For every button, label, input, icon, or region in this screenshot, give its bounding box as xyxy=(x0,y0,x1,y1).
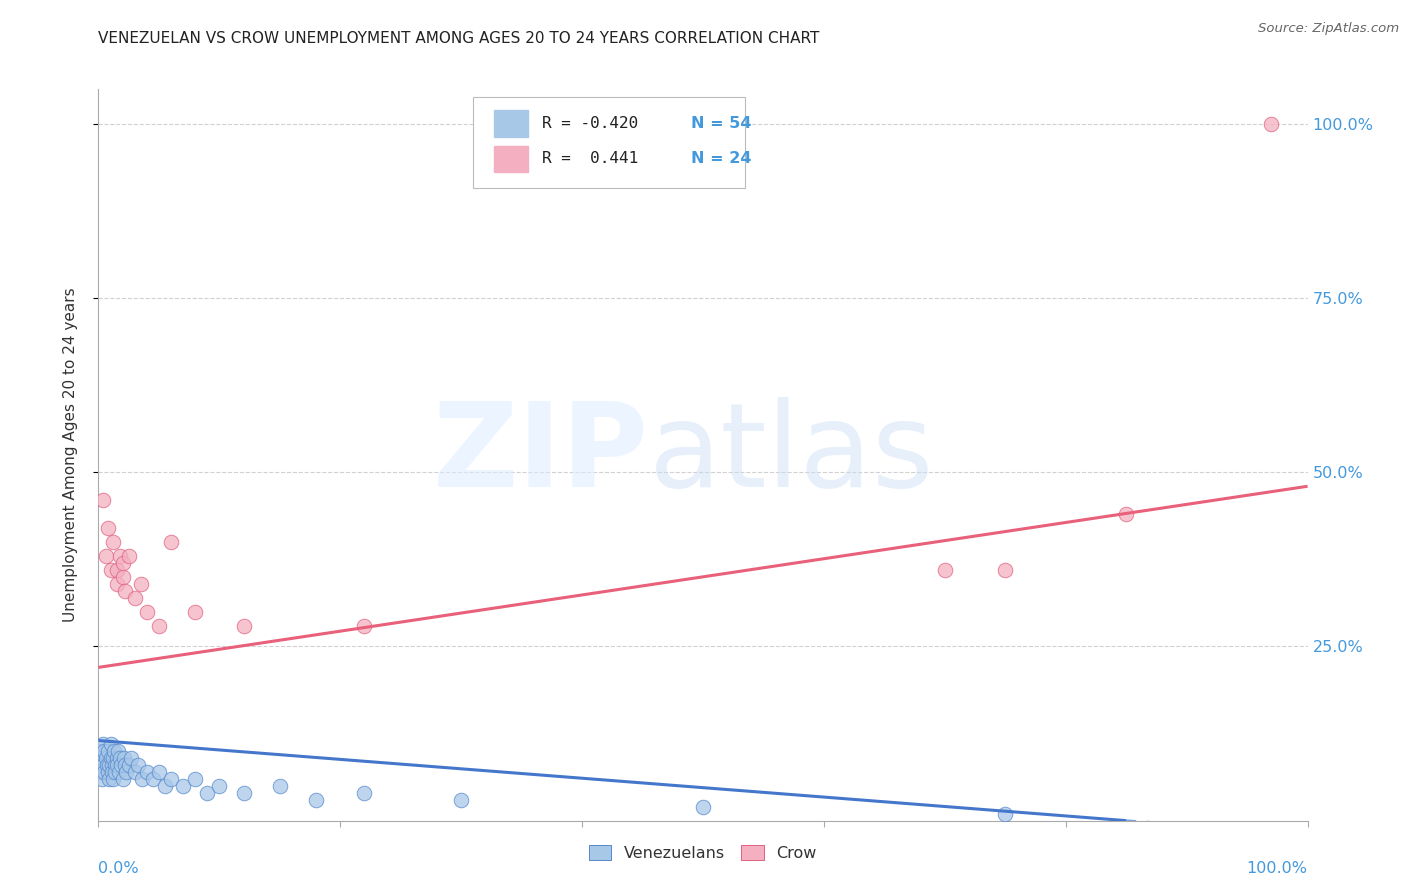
Point xyxy=(108,764,131,779)
Point xyxy=(129,576,152,591)
Point xyxy=(98,772,121,786)
Point xyxy=(100,758,122,772)
Point xyxy=(115,764,138,779)
Point xyxy=(91,493,114,508)
Point xyxy=(96,758,118,772)
Text: 0.0%: 0.0% xyxy=(98,861,139,876)
Point xyxy=(232,786,254,800)
Point xyxy=(111,772,134,786)
Point xyxy=(100,563,122,577)
Point xyxy=(100,751,122,765)
Point xyxy=(1260,117,1282,131)
Point xyxy=(450,793,472,807)
Point xyxy=(127,758,149,772)
Point xyxy=(104,758,127,772)
Point xyxy=(934,563,956,577)
Point xyxy=(208,779,231,793)
Point xyxy=(124,591,146,605)
Point xyxy=(135,605,157,619)
Y-axis label: Unemployment Among Ages 20 to 24 years: Unemployment Among Ages 20 to 24 years xyxy=(63,287,77,623)
Text: R =  0.441: R = 0.441 xyxy=(543,151,638,166)
Point xyxy=(93,744,115,758)
Point xyxy=(91,751,114,765)
Point xyxy=(269,779,291,793)
Point xyxy=(114,583,136,598)
Legend: Venezuelans, Crow: Venezuelans, Crow xyxy=(582,838,824,868)
Point xyxy=(124,764,146,779)
Point xyxy=(131,772,153,786)
Point xyxy=(994,806,1017,821)
Point xyxy=(142,772,165,786)
Point xyxy=(353,786,375,800)
Point xyxy=(91,772,114,786)
Point xyxy=(94,751,117,765)
Point xyxy=(108,549,131,563)
Point xyxy=(110,758,132,772)
Point xyxy=(105,563,128,577)
Point xyxy=(120,751,142,765)
Point xyxy=(114,758,136,772)
Bar xyxy=(494,145,527,172)
Text: 100.0%: 100.0% xyxy=(1247,861,1308,876)
Point xyxy=(994,563,1017,577)
Text: N = 54: N = 54 xyxy=(690,116,751,131)
Text: ZIP: ZIP xyxy=(433,398,648,512)
Text: VENEZUELAN VS CROW UNEMPLOYMENT AMONG AGES 20 TO 24 YEARS CORRELATION CHART: VENEZUELAN VS CROW UNEMPLOYMENT AMONG AG… xyxy=(98,31,820,46)
Point xyxy=(91,737,114,751)
Point xyxy=(184,772,207,786)
Point xyxy=(305,793,328,807)
Point xyxy=(111,556,134,570)
Point xyxy=(107,744,129,758)
Point xyxy=(135,764,157,779)
Point xyxy=(97,744,120,758)
Point xyxy=(101,535,124,549)
Point xyxy=(100,737,122,751)
Point xyxy=(353,618,375,632)
Point xyxy=(103,744,125,758)
Point xyxy=(97,521,120,535)
Point xyxy=(112,751,135,765)
Point xyxy=(93,764,115,779)
Point xyxy=(148,618,170,632)
Point xyxy=(118,549,141,563)
Point xyxy=(692,799,714,814)
Point xyxy=(160,535,183,549)
Point xyxy=(94,549,117,563)
Point xyxy=(111,570,134,584)
Point xyxy=(91,758,114,772)
Text: atlas: atlas xyxy=(648,398,934,512)
Point xyxy=(195,786,218,800)
Point xyxy=(105,758,128,772)
Point xyxy=(105,576,128,591)
Point xyxy=(100,764,122,779)
Point xyxy=(184,605,207,619)
Point xyxy=(98,758,121,772)
Point xyxy=(97,764,120,779)
Point xyxy=(1115,507,1137,521)
Bar xyxy=(494,111,527,136)
Text: N = 24: N = 24 xyxy=(690,151,751,166)
Point xyxy=(148,764,170,779)
Point xyxy=(232,618,254,632)
Point xyxy=(108,751,131,765)
Point xyxy=(104,764,127,779)
FancyBboxPatch shape xyxy=(474,96,745,188)
Point xyxy=(105,751,128,765)
Point xyxy=(118,758,141,772)
Point xyxy=(153,779,176,793)
Text: Source: ZipAtlas.com: Source: ZipAtlas.com xyxy=(1258,22,1399,36)
Point xyxy=(89,764,111,779)
Point xyxy=(101,772,124,786)
Point xyxy=(101,751,124,765)
Text: R = -0.420: R = -0.420 xyxy=(543,116,638,131)
Point xyxy=(160,772,183,786)
Point xyxy=(90,744,112,758)
Point xyxy=(172,779,194,793)
